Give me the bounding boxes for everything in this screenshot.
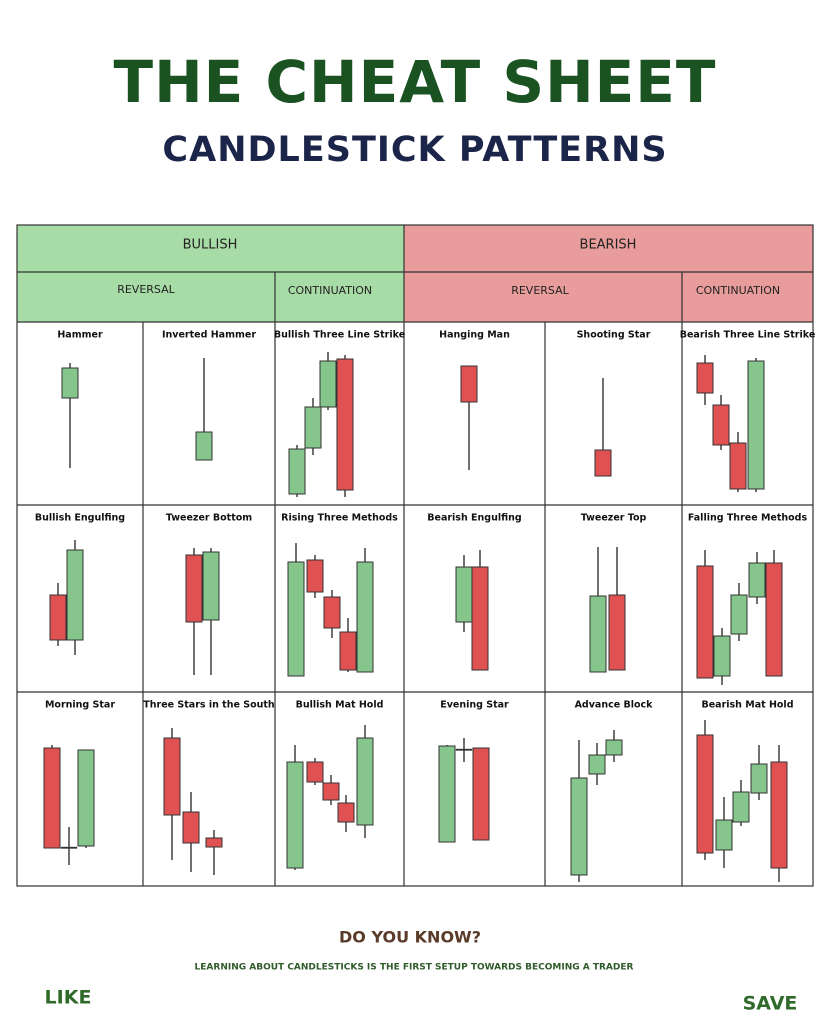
candle-body (185, 554, 203, 623)
candle-body (306, 559, 324, 593)
candle-body (61, 367, 79, 399)
subgroup-label: CONTINUATION (696, 284, 780, 297)
candle-body (696, 362, 714, 394)
candle-body (588, 754, 606, 775)
candle-body (732, 791, 750, 823)
candle-body (336, 358, 354, 491)
candle-body (287, 561, 305, 677)
candle-body (322, 782, 340, 801)
candle-body (306, 761, 324, 783)
candle-body (339, 631, 357, 671)
footer-text: LEARNING ABOUT CANDLESTICKS IS THE FIRST… (195, 963, 634, 973)
candle-body (594, 449, 612, 477)
candle-body (747, 360, 765, 490)
candle-body (715, 819, 733, 851)
pattern-name: Falling Three Methods (688, 513, 808, 524)
candle-body (472, 747, 490, 841)
candle-body (713, 635, 731, 677)
candle-body (202, 551, 220, 621)
pattern-name: Bearish Engulfing (427, 513, 521, 524)
question: DO YOU KNOW? (339, 928, 481, 947)
candle-body (455, 748, 473, 751)
candle-body (49, 594, 67, 641)
candle-body (288, 448, 306, 495)
candle-body (60, 846, 78, 849)
pattern-name: Tweezer Bottom (166, 513, 252, 524)
table-grid (16, 224, 814, 887)
candle-body (356, 737, 374, 826)
candle-body (356, 561, 374, 673)
candle-body (471, 566, 489, 671)
subgroup-label: REVERSAL (117, 283, 175, 296)
cells: Hammer Inverted Hammer Bullish Three Line … (35, 330, 816, 882)
candle-body (696, 734, 714, 854)
candle-body (605, 739, 623, 756)
candle-body (323, 596, 341, 629)
group-label: BULLISH (183, 238, 238, 253)
candle-body (750, 763, 768, 794)
pattern-name: Rising Three Methods (281, 513, 398, 524)
pattern-name: Bearish Mat Hold (701, 700, 793, 711)
bullish-header (17, 225, 404, 322)
subgroup-label: CONTINUATION (288, 284, 372, 297)
pattern-name: Bullish Mat Hold (296, 700, 384, 711)
candle-body (66, 549, 84, 641)
candle-body (77, 749, 95, 847)
pattern-name: Evening Star (440, 700, 509, 711)
candle-body (729, 442, 747, 490)
like[interactable]: LIKE (45, 987, 92, 1009)
pattern-name: Advance Block (575, 700, 654, 711)
candle-body (319, 360, 337, 408)
pattern-name: Inverted Hammer (162, 330, 256, 341)
subgroup-label: REVERSAL (511, 284, 569, 297)
pattern-name: Hammer (57, 330, 103, 341)
candle-body (438, 745, 456, 843)
candle-body (696, 565, 714, 679)
candle-body (589, 595, 607, 673)
candle-body (570, 777, 588, 876)
group-label: BEARISH (580, 238, 637, 253)
candle-body (748, 562, 766, 598)
pattern-name: Shooting Star (577, 330, 651, 341)
candle-body (770, 761, 788, 869)
candle-body (730, 594, 748, 635)
bearish-header (404, 225, 813, 322)
candle-body (712, 404, 730, 446)
pattern-name: Tweezer Top (581, 513, 647, 524)
candle-body (337, 802, 355, 823)
candle-body (286, 761, 304, 869)
candle-body (163, 737, 181, 816)
candle-body (455, 566, 473, 623)
candle-body (608, 594, 626, 671)
save[interactable]: SAVE (743, 993, 798, 1015)
candle-body (765, 562, 783, 677)
candle-body (43, 747, 61, 849)
pattern-name: Bullish Engulfing (35, 513, 125, 524)
title: THE CHEAT SHEET (114, 48, 717, 116)
candle-body (304, 406, 322, 449)
candle-body (182, 811, 200, 844)
subtitle: CANDLESTICK PATTERNS (162, 130, 667, 170)
pattern-name: Bullish Three Line Strike (274, 330, 405, 341)
candle-body (205, 837, 223, 848)
pattern-name: Bearish Three Line Strike (680, 330, 816, 341)
pattern-name: Morning Star (45, 700, 115, 711)
candle-body (460, 365, 478, 403)
pattern-name: Hanging Man (439, 330, 510, 341)
pattern-name: Three Stars in the South (143, 700, 275, 711)
candle-body (195, 431, 213, 461)
